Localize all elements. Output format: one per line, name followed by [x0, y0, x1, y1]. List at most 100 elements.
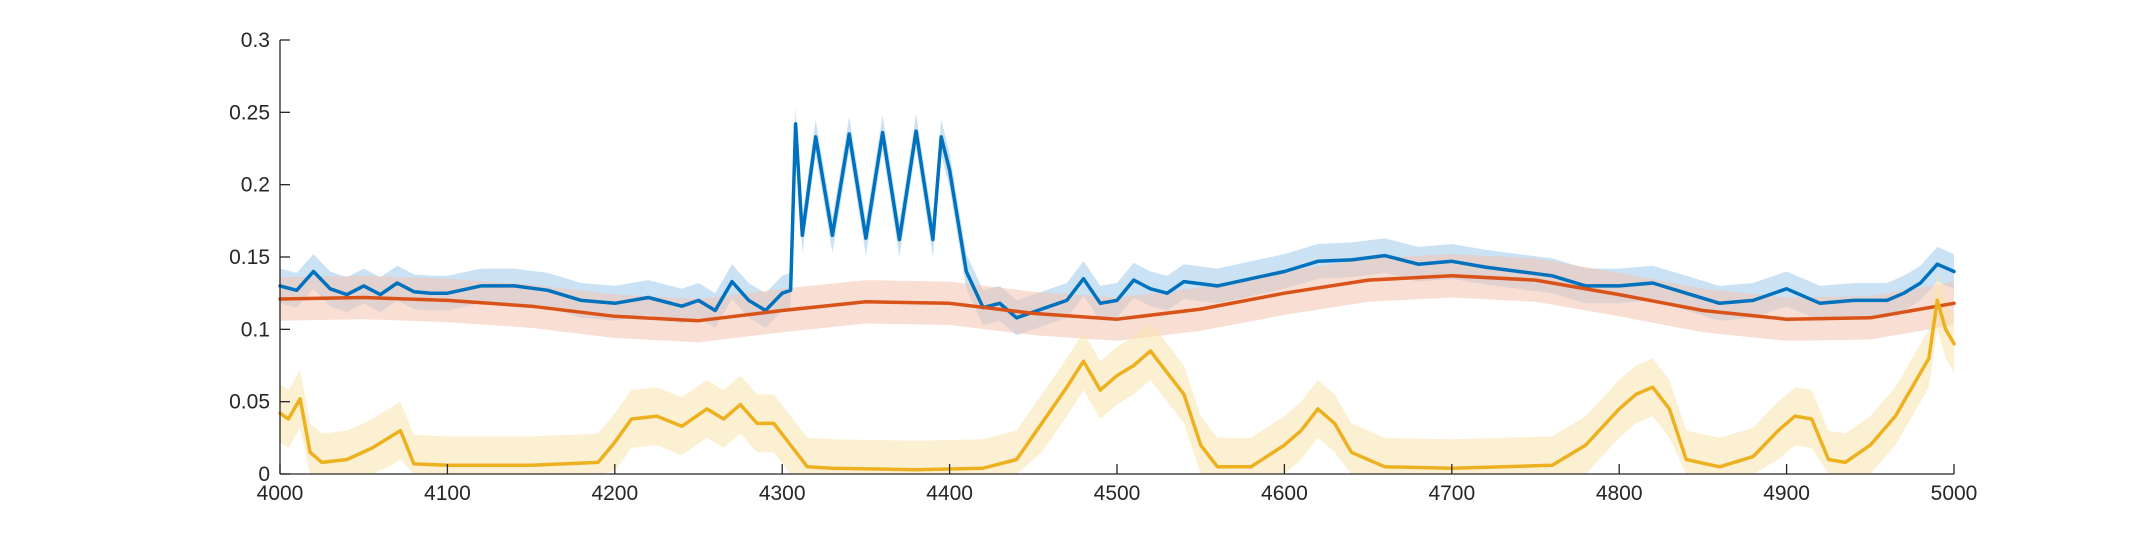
series-1-point: [379, 293, 382, 296]
series-3-point: [1199, 444, 1202, 446]
series-1-point: [714, 309, 716, 312]
series-3-point: [321, 461, 323, 464]
series-1-point: [898, 238, 901, 241]
x-tick-label: 4200: [591, 482, 638, 505]
series-2-point: [1869, 317, 1872, 319]
series-2-point: [1785, 318, 1788, 321]
series-2-point: [781, 309, 783, 312]
series-3-point: [1944, 328, 1947, 331]
series-1-point: [881, 131, 884, 134]
series-3-point: [1911, 386, 1913, 389]
series-3-point: [1668, 408, 1671, 410]
series-3-point: [1894, 415, 1897, 417]
series-3-point: [1250, 466, 1252, 468]
series-2-point: [446, 299, 449, 302]
y-tick-label: 0.15: [229, 246, 270, 269]
series-1-point: [1066, 299, 1068, 302]
series-1-point: [1216, 285, 1219, 287]
series-1-point: [1785, 288, 1788, 290]
series-1-point: [1451, 260, 1453, 263]
series-2-point: [1702, 309, 1704, 312]
series-3-line: [278, 298, 1956, 472]
series-1-point: [396, 282, 399, 284]
series-3-point: [681, 425, 683, 428]
series-2-point: [530, 305, 532, 308]
series-3-point: [1810, 418, 1813, 420]
series-3-point: [1953, 343, 1955, 345]
series-1-point: [1166, 292, 1168, 295]
series-3-point: [371, 447, 373, 449]
series-1-point: [789, 289, 792, 292]
series-3-point: [1350, 451, 1353, 454]
series-1-point: [1953, 270, 1955, 273]
series-2-point: [614, 315, 616, 318]
x-tick-label: 5000: [1931, 482, 1978, 505]
series-1-point: [1484, 266, 1487, 268]
series-1-point: [1283, 270, 1286, 273]
series-3-point: [1317, 408, 1319, 410]
series-1-point: [413, 290, 415, 293]
series-3-point: [756, 422, 758, 425]
series-3-point: [299, 398, 301, 400]
series-3-point: [739, 403, 742, 406]
y-ticks: 0 0.05 0.1 0.15 0.2 0.25 0.3: [229, 29, 290, 486]
series-3-point: [915, 468, 917, 471]
series-2-point: [865, 301, 867, 303]
series-3-point: [530, 464, 532, 467]
series-1-point: [1250, 277, 1252, 280]
series-1-point: [801, 234, 804, 237]
series-3-point: [831, 467, 834, 470]
series-3-point: [722, 418, 725, 420]
series-1-point: [614, 302, 616, 305]
series-1-point: [580, 299, 583, 302]
series-3-point: [1777, 429, 1779, 432]
series-1-point: [362, 285, 365, 287]
series-3-point: [1300, 429, 1302, 432]
series-3-point: [1283, 444, 1286, 446]
series-1-point: [1518, 270, 1520, 273]
confidence-bands: [280, 106, 1954, 474]
series-2-point: [1283, 292, 1286, 295]
series-3-point: [1869, 444, 1872, 446]
series-2-point: [697, 319, 700, 322]
series-1-point: [848, 133, 850, 135]
series-1-point: [329, 288, 332, 290]
series-1-point: [1183, 280, 1185, 283]
y-tick-label: 0: [258, 463, 270, 486]
series-1-point: [429, 292, 432, 295]
series-1-point: [999, 302, 1001, 305]
series-3-point: [1384, 466, 1386, 468]
series-2-point: [1367, 279, 1369, 281]
series-2-point: [1534, 279, 1537, 281]
series-1-point: [446, 292, 449, 295]
series-2-point: [1451, 275, 1453, 277]
series-1-point: [1082, 277, 1085, 280]
series-1-point: [1903, 292, 1905, 295]
series-2-point: [362, 296, 365, 299]
series-2-point: [1032, 312, 1035, 315]
series-1-point: [831, 234, 834, 237]
series-1-point: [814, 136, 817, 138]
series-3-point: [614, 441, 616, 444]
series-3-point: [1618, 408, 1620, 410]
series-1-line: [278, 122, 1956, 320]
series-1-point: [1149, 288, 1152, 290]
series-3-point: [1082, 360, 1085, 363]
series-1-point: [865, 237, 867, 239]
y-tick-label: 0.05: [229, 391, 270, 414]
x-tick-label: 4400: [926, 482, 973, 505]
series-1-point: [346, 293, 348, 296]
series-1-point: [1015, 317, 1018, 319]
series-3-point: [806, 466, 809, 468]
series-3-point: [597, 461, 599, 464]
series-1-point: [1819, 302, 1821, 305]
series-3-point: [1132, 364, 1135, 367]
series-lines: [278, 122, 1956, 472]
series-1-point: [915, 130, 917, 132]
x-ticks: 4000 4100 4200 4300 4400 4500 4600 4700 4800 4900…: [257, 464, 1978, 505]
series-3-point: [1040, 422, 1043, 425]
series-1-point: [1718, 302, 1721, 305]
x-tick-label: 4800: [1596, 482, 1643, 505]
series-1-point: [1099, 302, 1102, 305]
